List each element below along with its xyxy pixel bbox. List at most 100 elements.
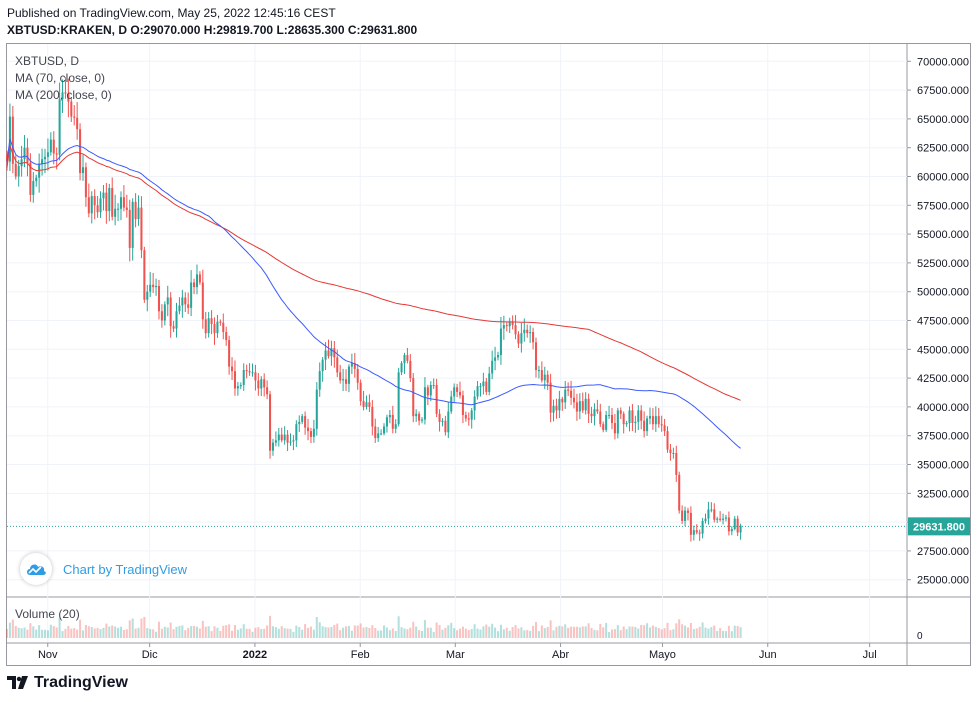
time-tick-label: Dic: [142, 649, 158, 661]
candle-body: [701, 520, 704, 534]
symbol-legend[interactable]: XBTUSD, D: [15, 54, 80, 68]
candle-body: [52, 139, 55, 154]
candle-body: [96, 205, 99, 213]
candle-body: [397, 372, 400, 425]
candle-body: [380, 433, 383, 435]
tradingview-brand[interactable]: TradingView: [7, 674, 128, 692]
price-tick-label: 50000.000: [917, 287, 969, 299]
candle-body: [657, 416, 660, 425]
candle-body: [289, 441, 292, 443]
candle-body: [394, 424, 397, 429]
candle-body: [257, 380, 260, 389]
volume-bar: [564, 624, 567, 638]
volume-bar: [520, 627, 523, 638]
volume-bar: [450, 622, 453, 638]
candle-body: [534, 342, 538, 371]
volume-bar: [359, 623, 362, 638]
candle-body: [552, 405, 555, 413]
ma200-legend[interactable]: MA (200, close, 0): [15, 88, 112, 102]
price-tick-label: 55000.000: [917, 229, 969, 241]
candle-body: [593, 409, 596, 417]
volume-bar: [20, 628, 23, 638]
volume-bar: [228, 624, 231, 638]
candle-body: [79, 129, 82, 174]
chart-frame[interactable]: [6, 43, 971, 666]
volume-bar: [391, 628, 394, 638]
candle-body: [508, 321, 511, 327]
candle-body: [546, 374, 549, 383]
watermark[interactable]: Chart by TradingView: [20, 553, 187, 585]
volume-bar: [11, 619, 14, 638]
price-tick-label: 60000.000: [917, 171, 969, 183]
candle-body: [523, 329, 526, 334]
volume-bar: [67, 625, 70, 638]
volume-bar: [111, 625, 114, 638]
volume-bar: [204, 626, 207, 638]
volume-bar: [213, 626, 216, 638]
volume-bar: [646, 623, 649, 638]
candle-body: [93, 196, 96, 206]
candle-body: [388, 414, 391, 418]
candle-body: [561, 398, 564, 403]
candle-body: [283, 434, 286, 441]
candle-body: [81, 167, 85, 174]
candle-body: [558, 398, 561, 411]
candle-body: [473, 396, 476, 411]
candle-body: [318, 371, 321, 390]
candle-body: [371, 406, 374, 427]
candle-body: [114, 208, 117, 217]
volume-bar: [149, 628, 152, 638]
volume-bar: [432, 631, 435, 638]
volume-bar: [169, 622, 172, 638]
volume-bar: [304, 624, 307, 638]
candle-body: [90, 196, 93, 214]
volume-bar: [423, 620, 426, 638]
candle-body: [239, 385, 242, 387]
volume-bar: [324, 627, 327, 638]
volume-bar: [307, 627, 310, 638]
volume-bar: [651, 625, 654, 638]
ma70-legend[interactable]: MA (70, close, 0): [15, 71, 106, 85]
candle-body: [41, 159, 44, 164]
price-tick-label: 47500.000: [917, 316, 969, 328]
candle-body: [491, 360, 494, 374]
candle-body: [377, 433, 380, 439]
volume-bar: [46, 630, 49, 638]
candle-body: [368, 402, 371, 407]
volume-bar: [93, 628, 96, 638]
volume-bar: [382, 625, 386, 638]
volume-bar: [581, 626, 584, 638]
volume-bar: [119, 626, 123, 638]
candle-body: [485, 381, 488, 392]
candle-body: [160, 311, 163, 321]
ohlc-readout: XBTUSD:KRAKEN, D O:29070.000 H:29819.700…: [7, 23, 418, 37]
volume-bar: [689, 622, 692, 638]
volume-bar: [29, 623, 32, 638]
volume-bar: [467, 630, 470, 638]
volume-bar: [420, 630, 424, 638]
volume-bar: [292, 631, 295, 638]
volume-bar: [58, 617, 61, 638]
volume-bar: [108, 626, 111, 638]
candle-body: [722, 518, 725, 520]
volume-bar: [166, 627, 169, 638]
volume-bar: [596, 630, 599, 638]
candle-body: [584, 398, 587, 411]
candle-body: [590, 413, 593, 417]
volume-bar: [155, 631, 158, 638]
candle-body: [67, 93, 70, 102]
candle-body: [163, 304, 166, 321]
candle-body: [157, 285, 161, 312]
candle-body: [342, 379, 345, 381]
volume-bar: [654, 626, 657, 638]
candle-body: [146, 291, 149, 300]
volume-bar: [336, 623, 339, 638]
candle-body: [672, 452, 675, 454]
candle-body: [660, 424, 663, 426]
candle-body: [529, 332, 532, 334]
watermark-text[interactable]: Chart by TradingView: [63, 561, 188, 577]
volume-bar: [558, 625, 561, 638]
candle-body: [169, 297, 172, 327]
candle-body: [271, 442, 274, 451]
